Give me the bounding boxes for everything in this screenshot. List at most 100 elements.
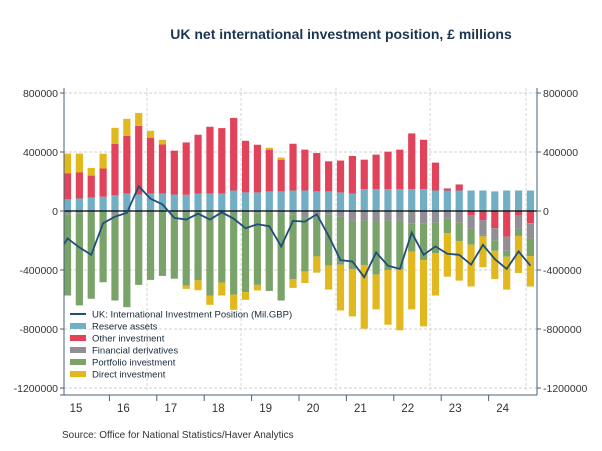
y-tick-label-right: -1200000: [543, 383, 588, 395]
bar-direct-2019Q2: [265, 147, 273, 150]
bar-reserve-2019Q3: [277, 191, 285, 211]
bar-direct-2022Q2: [408, 251, 416, 310]
bar-reserve-2018Q2: [218, 193, 226, 211]
bar-other-2016Q2: [123, 135, 131, 194]
bar-reserve-2020Q4: [336, 192, 345, 211]
bar-other-2019Q2: [265, 149, 273, 192]
y-tick-label-left: 400000: [23, 147, 58, 159]
bar-derivatives-2016Q4: [146, 211, 155, 213]
bar-direct-2017Q4: [194, 280, 202, 291]
bar-other-2022Q3: [420, 139, 428, 190]
x-tick-label: 21: [354, 403, 367, 415]
bar-portfolio-2023Q2: [455, 222, 463, 242]
bar-direct-2018Q3: [230, 294, 238, 310]
bar-reserve-2019Q1: [253, 192, 262, 211]
bar-derivatives-2021Q2: [360, 211, 368, 221]
x-tick-label: 15: [70, 403, 83, 415]
bar-portfolio-2018Q2: [218, 212, 226, 283]
legend-label-portfolio: Portfolio investment: [92, 358, 176, 369]
bar-reserve-2020Q1: [301, 190, 309, 211]
bar-portfolio-2017Q1: [158, 211, 167, 276]
chart-title: UK net international investment position…: [170, 26, 512, 42]
bar-other-2016Q4: [146, 137, 155, 194]
bar-derivatives-2021Q3: [372, 211, 380, 222]
bar-derivatives-2015Q1: [63, 211, 72, 215]
legend-label-line: UK: International Investment Position (M…: [92, 310, 292, 321]
bar-portfolio-2020Q1: [301, 217, 309, 272]
bar-derivatives-2022Q2: [408, 211, 416, 224]
y-tick-label-right: 0: [543, 206, 549, 218]
bar-reserve-2021Q3: [372, 189, 380, 211]
legend-label-derivatives: Financial derivatives: [92, 346, 178, 357]
bar-direct-2016Q3: [135, 112, 143, 126]
bar-other-2021Q1: [348, 155, 356, 194]
bar-derivatives-2024Q3: [514, 214, 523, 229]
bar-reserve-2022Q3: [420, 189, 428, 211]
bar-derivatives-2024Q2: [503, 236, 511, 251]
bar-direct-2021Q2: [360, 264, 368, 329]
bar-other-2023Q3: [467, 211, 475, 215]
bar-reserve-2015Q3: [87, 197, 95, 211]
bar-reserve-2024Q2: [503, 190, 511, 211]
bar-reserve-2023Q4: [479, 190, 487, 211]
bar-reserve-2023Q2: [455, 190, 463, 211]
bar-reserve-2016Q3: [135, 194, 143, 211]
source-note: Source: Office for National Statistics/H…: [62, 430, 294, 441]
bar-direct-2023Q2: [455, 241, 463, 281]
bar-derivatives-2023Q4: [479, 220, 487, 235]
y-tick-label-left: 800000: [23, 88, 58, 100]
bar-reserve-2017Q3: [182, 194, 190, 211]
bar-portfolio-2021Q2: [360, 220, 368, 265]
bar-portfolio-2022Q2: [408, 223, 416, 252]
bar-derivatives-2023Q3: [467, 214, 475, 229]
bar-direct-2016Q1: [111, 127, 119, 144]
bar-other-2020Q1: [301, 149, 309, 191]
bar-direct-2022Q1: [396, 269, 404, 331]
y-tick-label-left: 0: [52, 206, 58, 218]
bar-portfolio-2019Q4: [289, 214, 297, 279]
bar-portfolio-2022Q3: [420, 223, 428, 261]
bar-derivatives-2020Q1: [301, 211, 309, 218]
y-tick-label-right: -400000: [543, 265, 582, 277]
bar-other-2018Q4: [241, 140, 250, 193]
bar-derivatives-2022Q3: [420, 211, 428, 224]
bar-portfolio-2020Q3: [325, 214, 333, 266]
bar-reserve-2017Q4: [194, 193, 202, 211]
bar-other-2015Q1: [63, 173, 72, 200]
bar-other-2017Q2: [170, 150, 178, 195]
bar-derivatives-2023Q1: [443, 211, 451, 219]
y-tick-label-left: -1200000: [14, 383, 59, 395]
bar-direct-2020Q3: [325, 265, 333, 290]
bar-other-2019Q3: [277, 159, 285, 192]
y-tick-label-left: -400000: [19, 265, 58, 277]
bar-reserve-2021Q1: [348, 193, 356, 211]
bar-direct-2020Q1: [301, 271, 309, 283]
bar-reserve-2015Q2: [75, 198, 83, 211]
bar-other-2023Q2: [455, 184, 463, 191]
bar-portfolio-2019Q1: [253, 213, 262, 285]
x-tick-label: 16: [117, 403, 130, 415]
bar-portfolio-2015Q2: [75, 213, 83, 306]
bar-derivatives-2021Q1: [348, 211, 356, 221]
bar-derivatives-2021Q4: [384, 211, 392, 221]
bar-portfolio-2022Q4: [431, 222, 440, 254]
bar-portfolio-2019Q3: [277, 213, 285, 301]
x-tick-label: 24: [496, 403, 509, 415]
y-tick-label-right: 800000: [543, 88, 578, 100]
bar-derivatives-2022Q4: [431, 211, 440, 223]
bar-portfolio-2024Q1: [491, 240, 499, 251]
bar-direct-2024Q3: [514, 235, 523, 273]
bar-reserve-2024Q3: [514, 190, 523, 211]
bar-other-2018Q1: [206, 126, 214, 194]
bar-portfolio-2015Q4: [99, 211, 107, 283]
bar-direct-2024Q1: [491, 250, 499, 279]
x-tick-label: 22: [401, 403, 414, 415]
bar-other-2016Q1: [111, 143, 119, 196]
bar-portfolio-2020Q2: [313, 216, 321, 257]
bar-reserve-2022Q4: [431, 190, 440, 211]
bar-reserve-2018Q4: [241, 192, 250, 211]
bar-direct-2019Q3: [277, 157, 285, 160]
bar-other-2017Q4: [194, 134, 202, 194]
